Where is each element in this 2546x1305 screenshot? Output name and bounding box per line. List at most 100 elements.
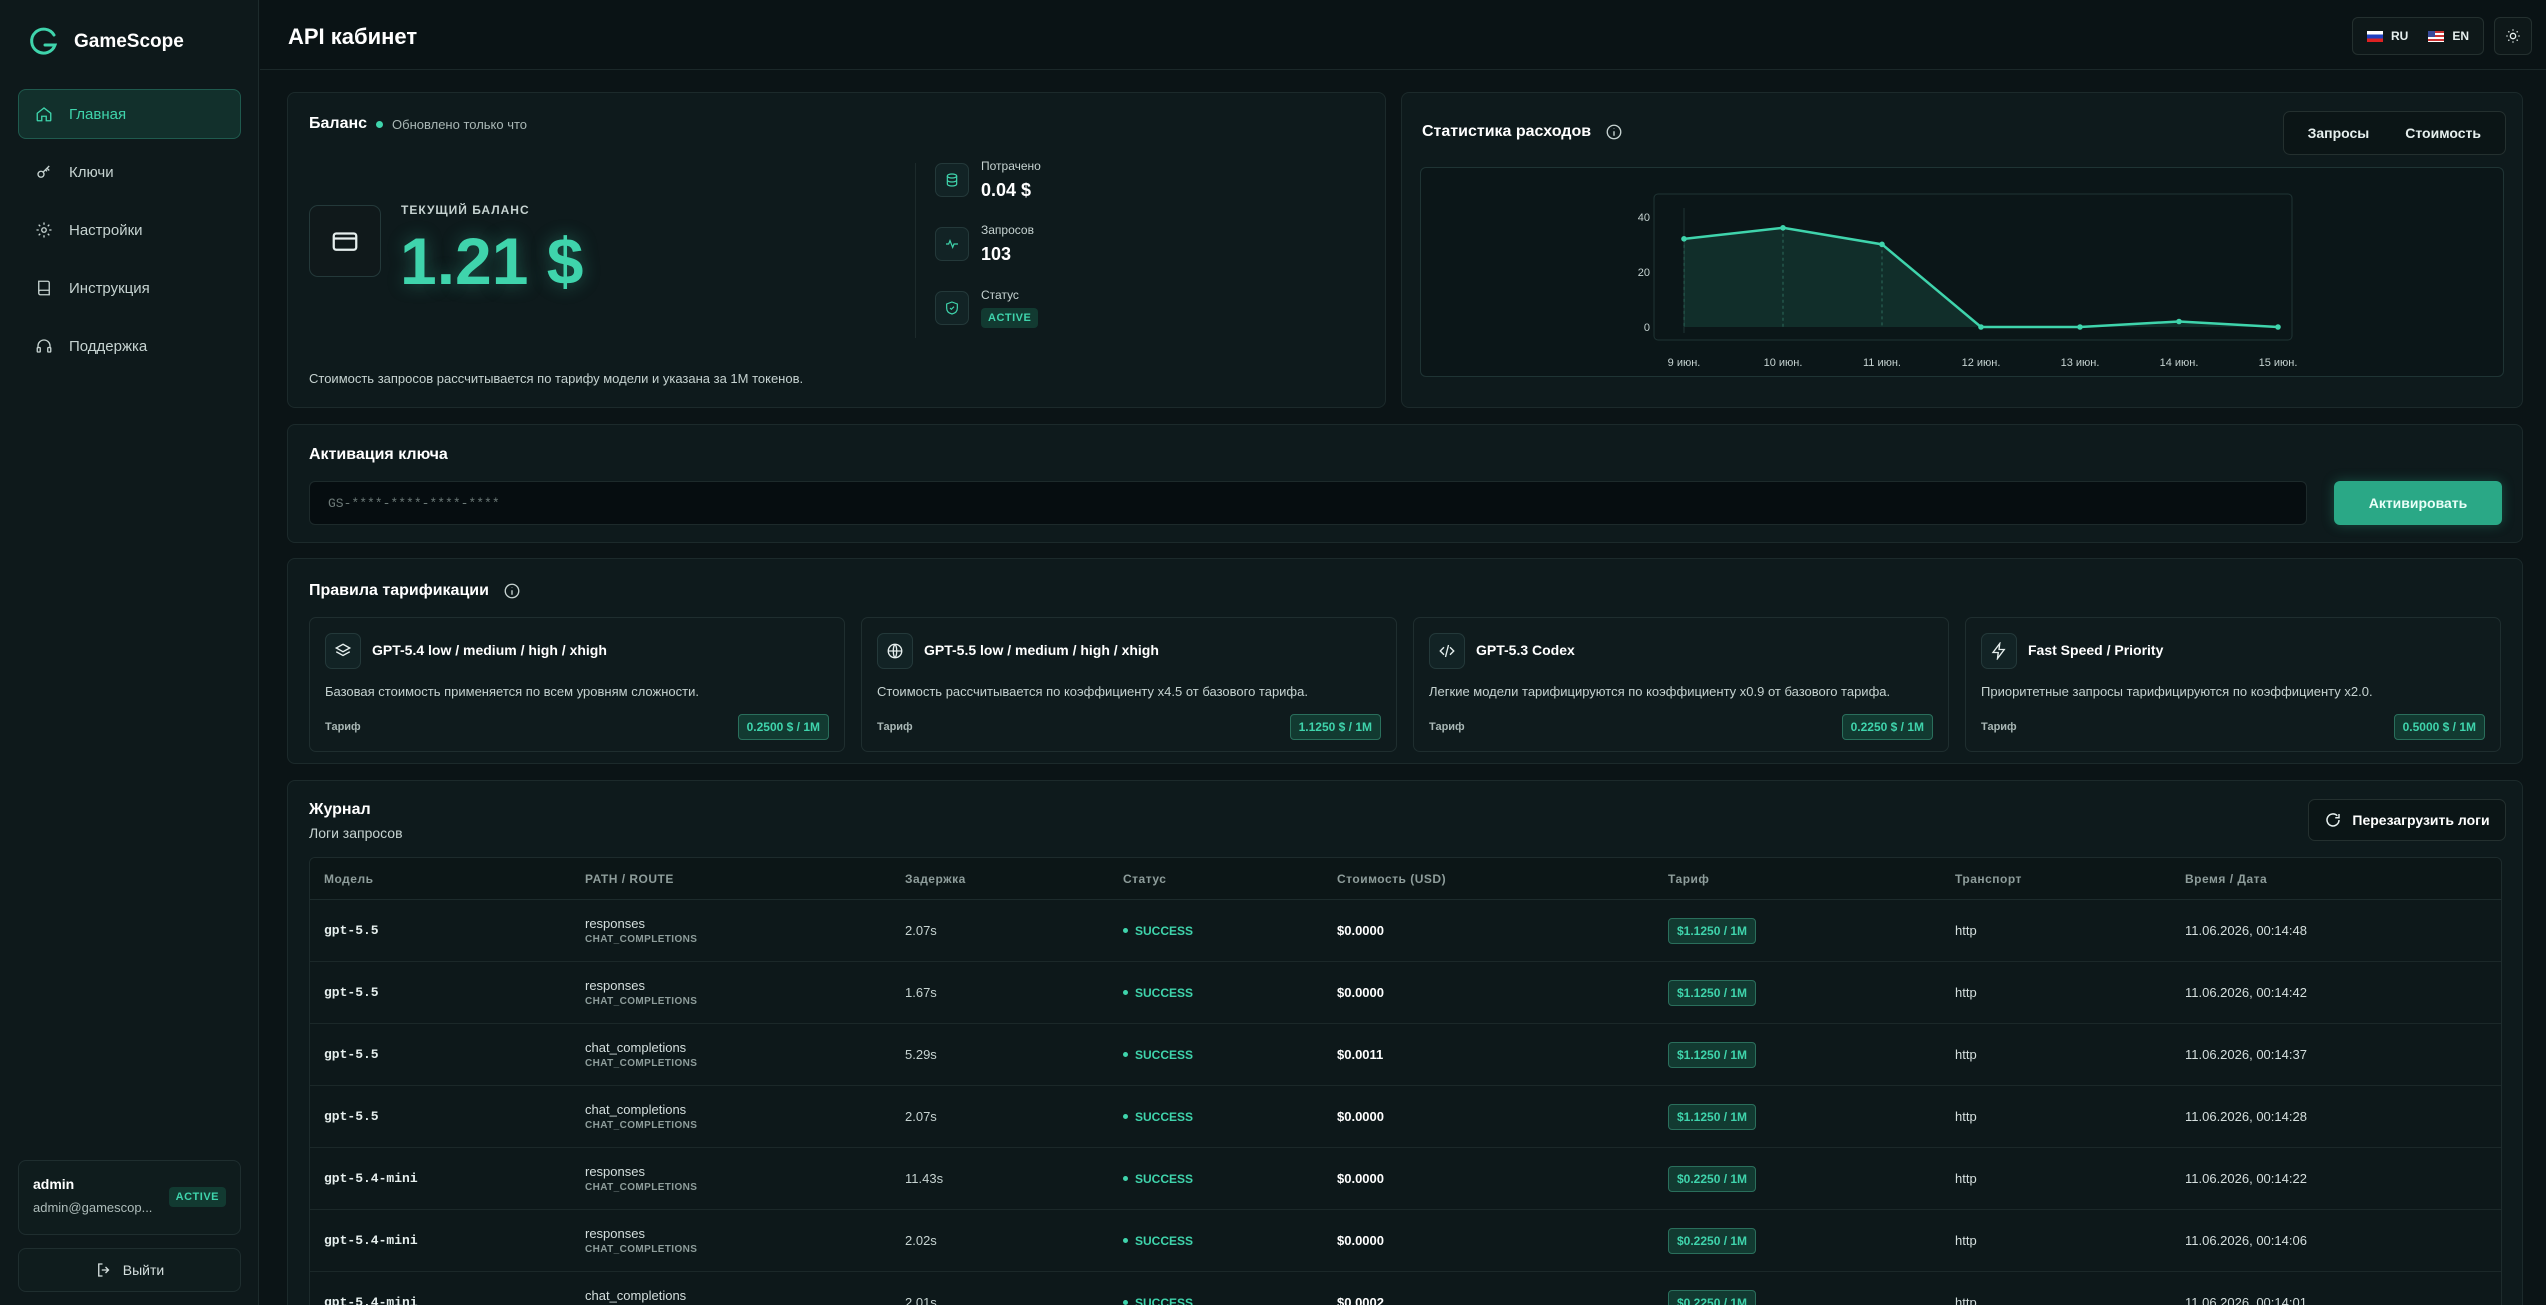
gear-icon [36,222,52,238]
tariff-price: 0.2500 $ / 1M [737,714,829,740]
logout-icon [97,1263,110,1277]
row-cost: $0.0011 [1337,1047,1384,1062]
row-path-cell: responses CHAT_COMPLETIONS [585,1226,697,1255]
table-row[interactable]: gpt-5.5 chat_completions CHAT_COMPLETIONS 2… [310,1086,2501,1148]
tariff-name: GPT-5.4 low / medium / high / xhigh [372,642,607,658]
row-latency: 2.02s [905,1233,937,1248]
user-status-badge: ACTIVE [168,1187,226,1207]
sidebar-item-home[interactable]: Главная [18,89,241,139]
sidebar-item-keys[interactable]: Ключи [18,147,241,197]
col-latency: Задержка [905,871,966,886]
row-transport: http [1955,1295,1977,1305]
refresh-icon [2326,813,2341,827]
row-cost: $0.0000 [1337,1171,1384,1186]
tariff-card: GPT-5.3 Codex Легкие модели тарифицируют… [1413,617,1949,752]
reload-logs-button[interactable]: Перезагрузить логи [2308,799,2506,841]
sidebar-item-instructions[interactable]: Инструкция [18,263,241,313]
sidebar: GameScope Главная Ключи Настройки Инстру… [0,0,259,1305]
sidebar-item-label: Инструкция [69,279,150,297]
data-point [1978,324,1984,330]
activation-title: Активация ключа [309,446,448,463]
logs-table: Модель PATH / ROUTE Задержка Статус Стои… [309,857,2502,1305]
tab-cost[interactable]: Стоимость [2405,125,2481,141]
theme-toggle-button[interactable] [2494,17,2532,55]
sidebar-item-support[interactable]: Поддержка [18,321,241,371]
logout-label: Выйти [122,1262,165,1278]
info-icon[interactable] [1605,123,1623,141]
tariff-price: 0.5000 $ / 1M [2393,714,2485,740]
logo[interactable]: GameScope [28,26,184,58]
lang-en-button[interactable]: EN [2428,29,2469,43]
row-time: 11.06.2026, 00:14:06 [2185,1233,2307,1248]
status-badge: ACTIVE [981,308,1039,328]
current-balance-label: ТЕКУЩИЙ БАЛАНС [401,203,530,217]
tariff-name: GPT-5.5 low / medium / high / xhigh [924,642,1159,658]
logout-button[interactable]: Выйти [18,1248,241,1292]
col-model: Модель [324,871,374,886]
row-model: gpt-5.5 [324,1109,379,1124]
sidebar-item-settings[interactable]: Настройки [18,205,241,255]
current-balance-value: 1.21 $ [400,224,584,298]
x-tick-label: 12 июн. [1962,357,2001,369]
row-status: SUCCESS [1123,1110,1193,1124]
col-time: Время / Дата [2185,871,2268,886]
row-time: 11.06.2026, 00:14:28 [2185,1109,2307,1124]
row-path: chat_completions [585,1288,687,1303]
row-path: responses [585,1226,645,1241]
col-cost: Стоимость (USD) [1337,871,1447,886]
table-row[interactable]: gpt-5.4-mini responses CHAT_COMPLETIONS 2.0… [310,1210,2501,1272]
table-body: gpt-5.5 responses CHAT_COMPLETIONS 2.07s SUC… [310,900,2501,1305]
activation-card: Активация ключа GS-****-****-****-**** А… [287,424,2523,543]
key-input[interactable]: GS-****-****-****-**** [309,481,2307,525]
row-time: 11.06.2026, 00:14:01 [2185,1295,2307,1305]
language-switcher: RU EN [2351,17,2484,55]
x-tick-label: 14 июн. [2160,357,2199,369]
row-route: CHAT_COMPLETIONS [585,1120,698,1131]
tariff-card: GPT-5.4 low / medium / high / xhigh Базо… [309,617,845,752]
lang-ru-button[interactable]: RU [2366,29,2408,43]
row-model: gpt-5.4-mini [324,1171,418,1186]
table-row[interactable]: gpt-5.4-mini responses CHAT_COMPLETIONS 11.… [310,1148,2501,1210]
status-dot [1123,990,1128,995]
status-dot [1123,1300,1128,1305]
row-status: SUCCESS [1123,1234,1193,1248]
table-row[interactable]: gpt-5.4-mini chat_completionsCHAT_COMPLET… [310,1272,2501,1305]
user-card[interactable]: admin admin@gamescop... ACTIVE [18,1160,241,1235]
tariff-price: 0.2250 $ / 1M [1841,714,1933,740]
wallet-icon-box [309,205,381,277]
table-row[interactable]: gpt-5.5 chat_completions CHAT_COMPLETIONS 5… [310,1024,2501,1086]
row-latency: 11.43s [905,1171,944,1186]
data-point [2275,324,2281,330]
tariff-rate-label: Тариф [1981,721,2017,733]
activity-icon-box [935,227,969,261]
row-tariff: $1.1250 / 1M [1668,979,1757,1006]
wallet-icon [332,232,358,251]
requests-value: 103 [981,244,1012,264]
logo-icon [30,27,58,55]
tariff-icon-box [325,633,361,669]
tariffs-title: Правила тарификации [309,582,489,599]
activate-button[interactable]: Активировать [2334,481,2502,525]
table-row[interactable]: gpt-5.5 responses CHAT_COMPLETIONS 2.07s SUC… [310,900,2501,962]
row-latency: 2.01s [905,1295,937,1305]
tariff-name: GPT-5.3 Codex [1476,642,1575,658]
row-path: chat_completions [585,1040,687,1055]
row-status-label: SUCCESS [1135,1047,1194,1062]
table-row[interactable]: gpt-5.5 responses CHAT_COMPLETIONS 1.67s SUC… [310,962,2501,1024]
row-route: CHAT_COMPLETIONS [585,996,698,1007]
row-status: SUCCESS [1123,986,1193,1000]
row-model: gpt-5.5 [324,1047,379,1062]
sidebar-item-label: Настройки [69,221,143,239]
info-icon[interactable] [503,582,521,600]
spending-chart: 0 20 40 9 июн. 10 июн. 11 июн. 12 июн. 13 июн. 1… [1638,193,2297,369]
row-transport: http [1955,1047,1977,1062]
stats-tabs: Запросы Стоимость [2282,111,2506,155]
status-dot [1123,928,1128,933]
col-status: Статус [1123,871,1167,886]
tab-requests[interactable]: Запросы [2307,125,2370,141]
tariff-rate-label: Тариф [877,721,913,733]
tariff-desc: Базовая стоимость применяется по всем ур… [325,684,699,699]
divider [915,163,916,338]
book-icon [38,280,50,296]
